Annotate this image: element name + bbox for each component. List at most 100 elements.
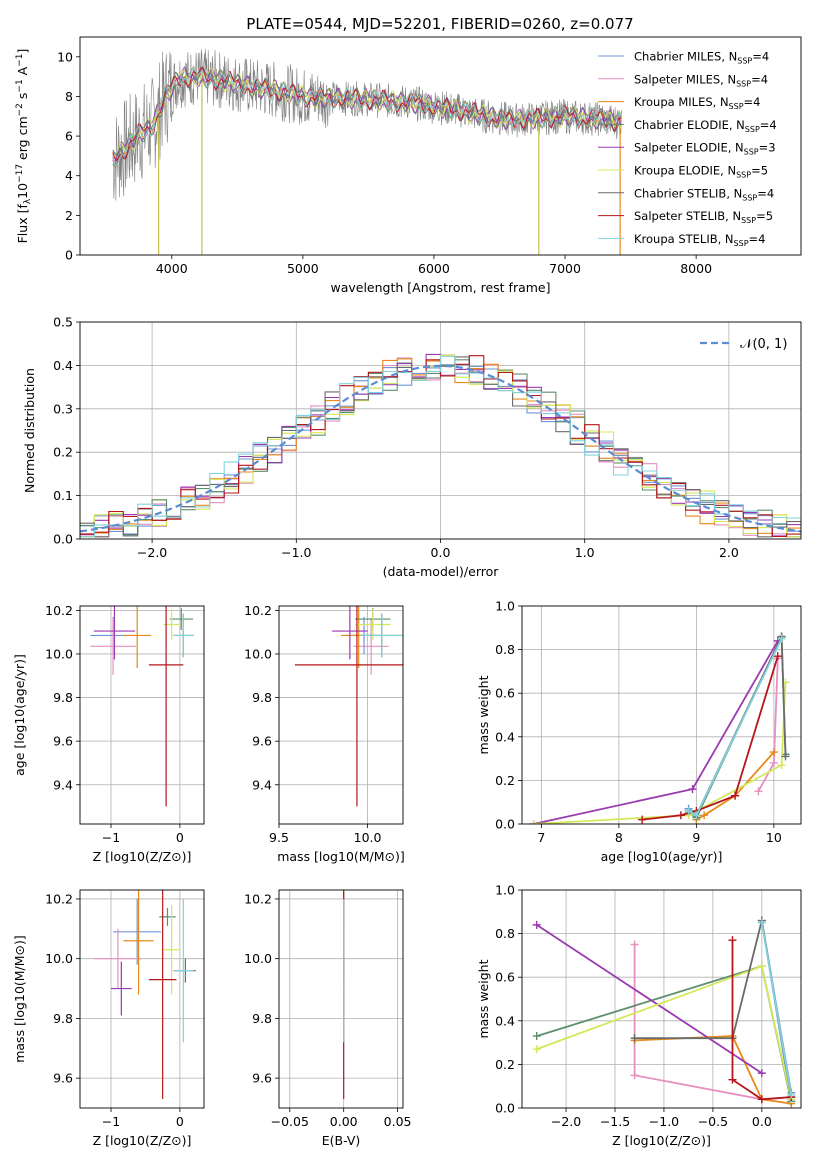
weight-marker: [731, 791, 740, 800]
legend-text: Kroupa STELIB, N: [634, 232, 734, 246]
panel-weight_vs_age: 7 8 9 10 0.0 0.2 0.4 0.6 0.8 1.0 age [log10(age/yr…: [476, 599, 802, 864]
panel-mass_vs_Z: −1 0 9.6 9.8 10.0 10.2 Z [log10(Z/Z⊙)] mass [lo…: [12, 889, 205, 1148]
axes-frame: [79, 889, 205, 1109]
x-tick-label: 7: [537, 830, 545, 845]
axes-frame: [278, 605, 404, 825]
legend-label: Chabrier ELODIE, NSSP=4: [634, 118, 777, 134]
x-tick-label: −0.5: [698, 1114, 728, 1129]
label-part: 10: [15, 183, 30, 199]
weight-series: [533, 640, 779, 824]
weight-marker: [757, 1095, 766, 1104]
label-part: −17: [15, 164, 25, 183]
legend-text: Kroupa ELODIE, N: [634, 164, 736, 178]
legend-tail: =5: [756, 209, 773, 223]
weight-marker: [688, 785, 697, 794]
weight-marker: [532, 1045, 541, 1054]
figure-title: PLATE=0544, MJD=52201, FIBERID=0260, z=0…: [246, 15, 633, 33]
y-tick-label: 0.4: [495, 729, 515, 744]
x-tick-label: 6000: [418, 261, 450, 276]
x-axis-label: (data-model)/error: [383, 564, 500, 579]
y-tick-label: 9.8: [53, 690, 73, 705]
plot-area: [279, 606, 403, 824]
legend-label: Kroupa MILES, NSSP=4: [634, 95, 760, 111]
legend-label: Kroupa ELODIE, NSSP=5: [634, 164, 768, 180]
legend-sub: SSP: [729, 102, 744, 111]
plot-area: [279, 890, 403, 1108]
weight-marker: [684, 806, 693, 815]
weight-series: [760, 922, 793, 1096]
legend-sub: SSP: [736, 171, 751, 180]
x-axis-label: wavelength [Angstrom, rest frame]: [330, 280, 550, 295]
y-tick-label: 0.2: [495, 773, 515, 788]
y-tick-label: 4: [65, 168, 73, 183]
legend-text: Chabrier MILES, N: [634, 50, 737, 64]
y-tick-label: 10.2: [244, 603, 272, 618]
label-part: ]: [15, 49, 30, 54]
y-tick-label: 10.2: [244, 891, 272, 906]
x-tick-label: 9.5: [269, 830, 289, 845]
weight-marker: [638, 815, 647, 824]
legend-tail: =4: [744, 95, 761, 109]
x-tick-label: 8: [615, 830, 623, 845]
legend-text: Chabrier STELIB, N: [634, 186, 742, 200]
weight-marker: [773, 652, 782, 661]
x-tick-label: −1.0: [281, 545, 311, 560]
weight-marker: [777, 634, 786, 643]
legend-tail: =4: [757, 186, 774, 200]
legend-tail: =5: [751, 164, 768, 178]
x-tick-label: −1: [102, 1114, 120, 1129]
y-axis-label: mass [log10(M/M⊙)]: [12, 935, 27, 1063]
y-tick-label: 0.5: [53, 315, 73, 330]
y-tick-label: 1.0: [495, 599, 515, 614]
weight-marker: [676, 811, 685, 820]
plot-area: [522, 890, 801, 1108]
weight-marker: [757, 962, 766, 971]
label-part: −2: [15, 103, 25, 116]
label-part: −1: [15, 79, 25, 92]
x-tick-label: 0: [176, 830, 184, 845]
legend-tail: =4: [752, 50, 769, 64]
legend-label: 𝒩(0, 1): [740, 337, 787, 352]
weight-marker: [787, 1090, 796, 1099]
label-part: Flux [f: [15, 204, 30, 244]
y-tick-label: 8: [65, 89, 73, 104]
panel-weight_vs_Z: −2.0 −1.5 −1.0 −0.5 0.0 0.0 0.2 0.4 0.6 0.8 1.0 Z […: [476, 883, 802, 1148]
weight-marker: [529, 820, 538, 824]
legend-tail: =3: [759, 141, 776, 155]
label-part: s: [15, 93, 30, 104]
panel-age_vs_Z: −1 0 9.4 9.6 9.8 10.0 10.2 Z [log10(Z/Z⊙)] age […: [12, 603, 205, 864]
y-tick-label: 10.0: [244, 646, 272, 661]
y-tick-label: 0.0: [53, 532, 73, 547]
histogram-series: [80, 355, 801, 538]
x-tick-label: 2.0: [719, 545, 739, 560]
weight-series: [731, 940, 792, 1101]
weight-marker: [728, 936, 737, 945]
legend-label: Chabrier STELIB, NSSP=4: [634, 186, 774, 202]
x-tick-label: 0.0: [752, 1114, 772, 1129]
label-part: A: [15, 66, 30, 79]
weight-marker: [532, 1032, 541, 1041]
y-tick-label: 1.0: [495, 883, 515, 898]
y-tick-label: 0: [65, 248, 73, 263]
weight-series: [536, 924, 763, 1074]
x-tick-label: 8000: [680, 261, 712, 276]
x-tick-label: −1.0: [649, 1114, 679, 1129]
x-axis-label: E(B-V): [322, 1133, 361, 1148]
legend-text: Salpeter ELODIE, N: [634, 141, 744, 155]
legend-label: Salpeter STELIB, NSSP=5: [634, 209, 773, 225]
y-tick-label: 10.0: [45, 646, 73, 661]
y-tick-label: 9.4: [252, 777, 272, 792]
axes-frame: [278, 889, 404, 1109]
x-axis-label: Z [log10(Z/Z⊙)]: [93, 849, 192, 864]
plot-area: [80, 890, 204, 1108]
y-tick-label: 0.8: [495, 642, 515, 657]
x-tick-label: 4000: [156, 261, 188, 276]
legend-text: Salpeter STELIB, N: [634, 209, 741, 223]
model-line: [112, 66, 622, 159]
y-tick-label: 0.2: [53, 445, 73, 460]
weight-marker: [700, 811, 709, 820]
axes-frame: [79, 321, 802, 540]
weight-marker: [754, 787, 763, 796]
panel-residuals: −2.0 −1.0 0.0 1.0 2.0 0.0 0.1 0.2 0.3 0.4 0.5 (data…: [22, 315, 802, 579]
